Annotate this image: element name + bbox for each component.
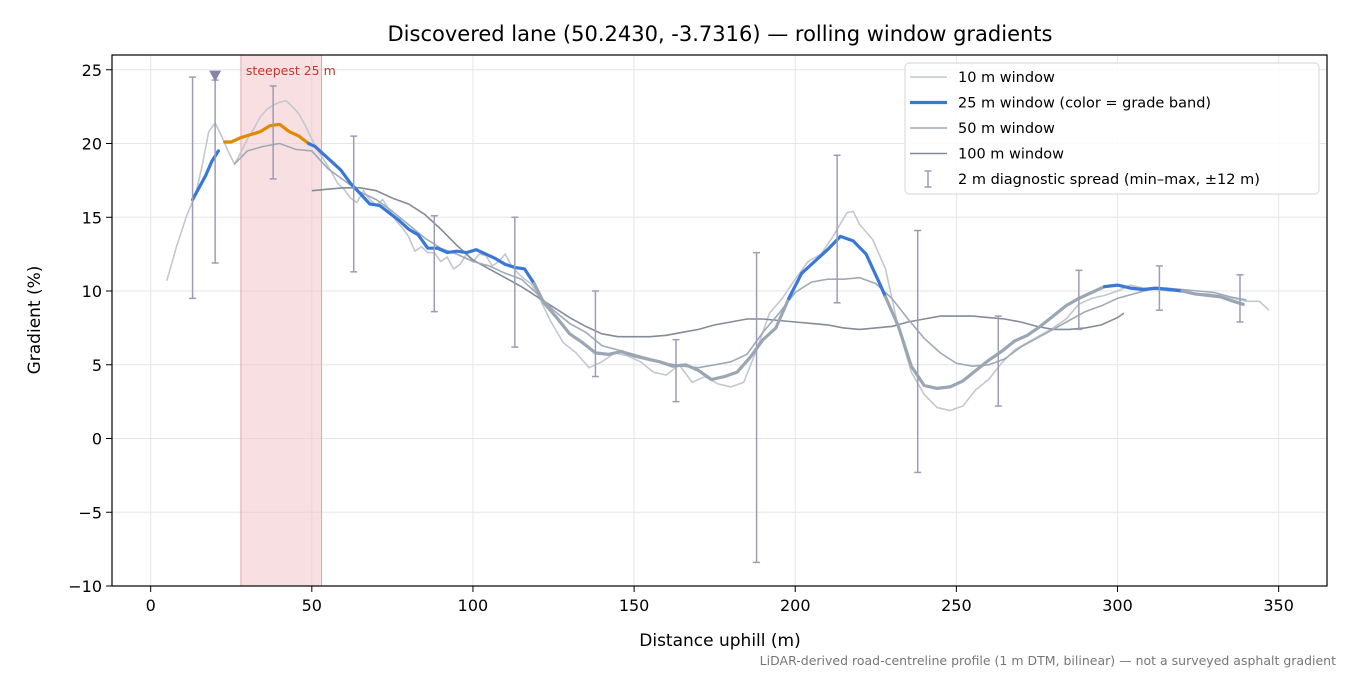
- y-tick-label: 5: [92, 356, 102, 375]
- y-tick-label: 15: [82, 208, 102, 227]
- plot-frame: [111, 54, 1328, 587]
- series-25m-window-segment: [1103, 283, 1184, 293]
- x-tick-label: 50: [302, 596, 322, 615]
- plot-border: [111, 54, 1328, 587]
- series-25m-window-segment: [787, 234, 888, 300]
- steepest-band-label: steepest 25 m: [246, 63, 336, 78]
- chart-title: Discovered lane (50.2430, -3.7316) — rol…: [388, 22, 1053, 46]
- x-axis-ticks: 0 50 100 150 200 250 300 350: [146, 586, 1294, 615]
- series-25m-window-segment: [191, 149, 220, 202]
- x-tick-label: 150: [619, 596, 650, 615]
- footer-note: LiDAR-derived road-centreline profile (1…: [760, 653, 1336, 668]
- y-tick-label: −10: [68, 577, 102, 596]
- legend-box: [904, 62, 1320, 195]
- series-25m-window-segment: [532, 282, 791, 382]
- x-tick-label: 300: [1102, 596, 1133, 615]
- legend: 10 m window 25 m window (color = grade ba…: [904, 62, 1320, 195]
- x-tick-label: 250: [941, 596, 972, 615]
- y-tick-label: 20: [82, 135, 102, 154]
- steepest-marker: [209, 70, 222, 82]
- series-100m-window: [311, 187, 1125, 338]
- legend-entry-label: 2 m diagnostic spread (min–max, ±12 m): [958, 172, 1260, 188]
- x-tick-label: 100: [458, 596, 489, 615]
- series-layer: [166, 99, 1270, 412]
- diagnostic-spread-errorbars: [189, 70, 1244, 564]
- legend-entry-label: 100 m window: [958, 147, 1064, 163]
- x-axis-label: Distance uphill (m): [639, 631, 800, 651]
- series-50m-window: [233, 142, 1247, 369]
- y-axis-ticks: −10 −5 0 5 10 15 20 25: [68, 61, 112, 596]
- series-25m-window-segment: [1180, 289, 1245, 306]
- x-tick-label: 350: [1263, 596, 1294, 615]
- y-tick-label: 10: [82, 282, 102, 301]
- series-25m-window-segment: [307, 141, 536, 286]
- y-tick-label: −5: [78, 503, 102, 522]
- series-25m-window-segment: [223, 122, 311, 146]
- x-tick-label: 200: [780, 596, 811, 615]
- legend-entry-label: 10 m window: [958, 70, 1055, 86]
- y-tick-label: 25: [82, 61, 102, 80]
- legend-entry-label: 50 m window: [958, 121, 1055, 137]
- series-25m-window-segment: [883, 285, 1107, 390]
- y-axis-label: Gradient (%): [25, 266, 45, 375]
- legend-entry-label: 25 m window (color = grade band): [958, 96, 1211, 112]
- y-tick-label: 0: [92, 430, 102, 449]
- x-tick-label: 0: [146, 596, 156, 615]
